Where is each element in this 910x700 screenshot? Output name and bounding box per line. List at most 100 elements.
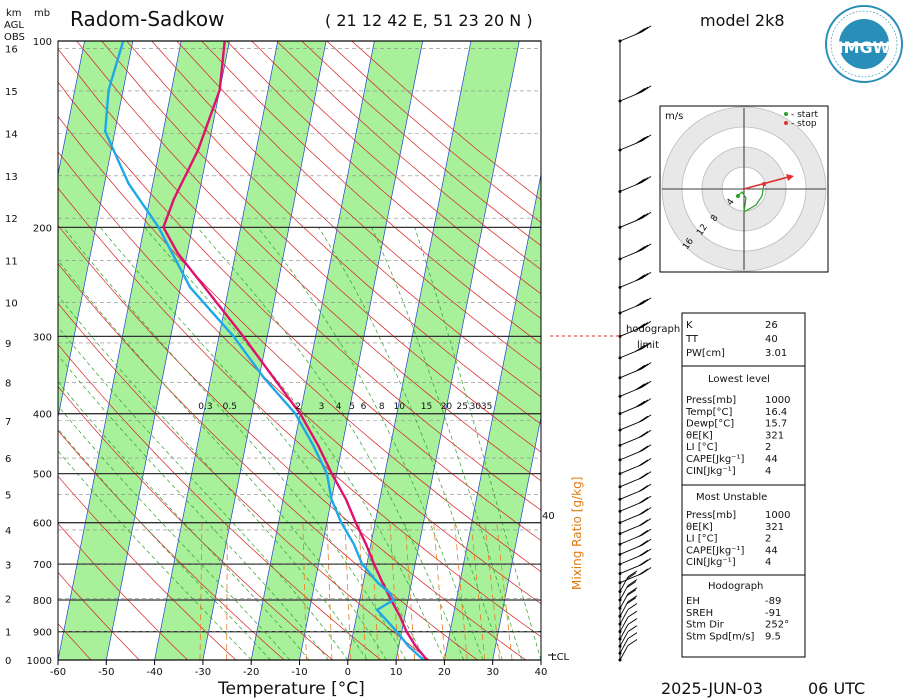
wind-barb-feather <box>635 323 646 331</box>
wind-barb-feather <box>635 364 646 372</box>
wind-barb-feather <box>638 485 649 492</box>
wind-barb-feather <box>641 471 652 479</box>
wind-barb-feather <box>626 597 637 605</box>
x-tick-label: 20 <box>438 667 451 678</box>
wind-barb-feather <box>635 274 646 282</box>
hodograph-trace <box>737 183 765 214</box>
obs-header: OBS <box>4 32 25 43</box>
wind-barb-feather <box>641 362 652 370</box>
mixing-ratio-line <box>226 522 228 660</box>
wind-barb-shaft <box>619 181 643 192</box>
wind-barb-feather <box>641 518 652 525</box>
wind-barb-feather <box>641 211 652 219</box>
wind-barb-shaft <box>619 249 643 260</box>
isotherm-line <box>299 41 424 660</box>
km-tick-label: 11 <box>5 257 18 268</box>
isotherm-line <box>395 41 520 660</box>
wind-barb-feather <box>638 559 649 567</box>
km-tick-label: 10 <box>5 298 18 309</box>
wind-barb-feather <box>627 603 638 610</box>
hodo-index-value: 252° <box>765 620 789 631</box>
moist-adiabat-line <box>58 295 368 660</box>
wind-barb-shaft <box>619 140 643 151</box>
dry-adiabat-line <box>58 571 140 660</box>
wind-barb-feather <box>635 246 646 253</box>
wind-barb-shaft <box>619 593 629 609</box>
mixing-ratio-label: 0.5 <box>223 402 237 412</box>
footer-time: 06 UTC <box>808 679 865 698</box>
wind-barb-shaft <box>619 554 643 565</box>
wind-barb-feather <box>641 528 652 536</box>
wind-barb-feather <box>635 383 646 391</box>
dry-adiabat-line <box>58 48 541 511</box>
wind-barb-shaft <box>619 450 643 461</box>
isotherm-line <box>58 41 85 177</box>
lowest-index-name: CIN[Jkg⁻¹] <box>686 466 736 477</box>
km-tick-label: 9 <box>5 339 11 350</box>
wind-barb-feather <box>626 572 637 580</box>
dry-adiabat-line <box>176 41 541 371</box>
pressure-tick-label: 700 <box>33 560 52 571</box>
wind-barb-shaft <box>619 534 643 545</box>
wind-barb-shaft <box>619 576 629 592</box>
mixing-ratio-line <box>370 522 379 660</box>
wind-barb-feather <box>641 134 652 142</box>
mixing-ratio-line <box>433 522 446 660</box>
isotherm-band-7 <box>251 41 423 660</box>
pressure-tick-label: 100 <box>33 37 52 48</box>
wind-barb-shaft <box>619 303 643 314</box>
wind-barb-feather <box>627 570 638 578</box>
unstable-index-value: 2 <box>765 534 771 545</box>
wind-barb-feather <box>627 595 638 603</box>
top-index-name: TT <box>685 334 699 345</box>
mixing-ratio-label: 8 <box>379 402 385 412</box>
lowest-index-value: 44 <box>765 454 778 465</box>
mixing-ratio-label: 20 <box>441 402 453 412</box>
top-index-name: PW[cm] <box>686 348 725 359</box>
hodograph-start-label: - start <box>791 110 819 120</box>
mixing-ratio-label: 10 <box>393 402 405 412</box>
unstable-index-value: 1000 <box>765 510 790 521</box>
wind-barb-shaft <box>619 420 643 431</box>
hodograph-start-point <box>736 194 740 198</box>
wind-barb-feather <box>635 137 646 144</box>
wind-barb-shaft <box>619 277 643 288</box>
km-tick-label: 12 <box>5 214 18 225</box>
hodo-index-name: SREH <box>686 608 713 619</box>
lowest-index-value: 16.4 <box>765 407 787 418</box>
lowest-index-name: Press[mb] <box>686 395 736 406</box>
wind-barbs <box>618 25 652 662</box>
unstable-index-value: 321 <box>765 522 784 533</box>
mixing-ratio-labels: 0.3 0.5 2 3 4 5 6 8 10 15 20 25 30 35 <box>198 402 492 412</box>
mixing-ratio-line <box>326 522 333 660</box>
lowest-index-name: Dewp[°C] <box>686 419 734 430</box>
lowest-index-name: θE[K] <box>686 430 713 441</box>
mixing-ratio-label: 2 <box>295 402 301 412</box>
start-marker-icon <box>784 112 788 116</box>
wind-barb-feather <box>641 538 652 546</box>
lowest-index-name: Temp[°C] <box>685 407 733 418</box>
pressure-tick-label: 200 <box>33 223 52 234</box>
hodo-index-value: -91 <box>765 608 781 619</box>
wind-barb-feather <box>641 25 652 33</box>
dry-adiabat-line <box>58 430 285 660</box>
isotherm-band-5 <box>58 41 230 660</box>
station-coords: ( 21 12 42 E, 51 23 20 N ) <box>325 11 533 30</box>
wind-barb-feather <box>638 363 649 371</box>
wind-barb-feather <box>638 322 649 329</box>
x-axis-title: Temperature [°C] <box>217 679 365 699</box>
mixing-ratio-line <box>344 522 352 660</box>
dry-adiabat-line <box>58 81 541 541</box>
x-tick-label: -30 <box>195 667 211 678</box>
km-tick-label: 6 <box>5 454 11 465</box>
dry-adiabat-line <box>226 41 541 320</box>
km-header: km <box>6 8 22 19</box>
mixing-ratio-label: 6 <box>361 402 367 412</box>
wind-barb-feather <box>626 589 637 597</box>
mixing-ratio-label: 4 <box>336 402 342 412</box>
wind-barb-feather <box>635 300 646 307</box>
isotherm-line <box>58 41 182 660</box>
moist-adiabat-line <box>58 405 291 660</box>
dry-adiabat-line <box>58 522 188 660</box>
wind-barb-feather <box>627 625 638 633</box>
